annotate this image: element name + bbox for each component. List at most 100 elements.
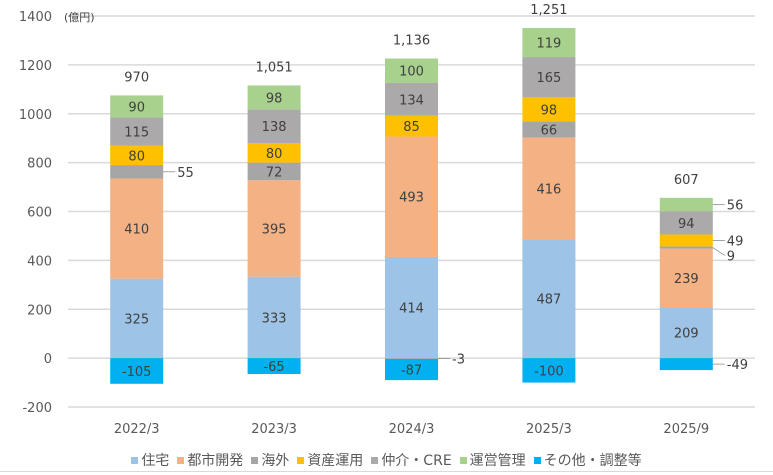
data-label: -49 [727, 358, 748, 373]
legend-swatch-icon [297, 456, 305, 464]
data-label: -105 [122, 365, 152, 380]
legend-item: 仲介・CRE [371, 450, 452, 470]
bar-segment [385, 358, 438, 381]
bar-segment [247, 143, 301, 163]
bar-segment [659, 248, 713, 308]
bar-segment [659, 234, 713, 247]
bar-segment [247, 85, 301, 110]
total-label: 1,136 [393, 34, 430, 49]
y-tick-label: 1000 [19, 108, 52, 123]
data-label: 85 [403, 120, 420, 135]
data-label: 138 [262, 120, 287, 135]
legend-label: 海外 [261, 453, 290, 469]
bar-segment [522, 121, 576, 138]
data-label: 493 [399, 191, 424, 206]
data-label: 325 [124, 312, 149, 327]
bar-segment [247, 276, 301, 359]
bar-segment [385, 58, 438, 83]
bar-segment [659, 246, 713, 249]
y-tick-label: 400 [27, 254, 52, 269]
data-label: 100 [399, 65, 424, 80]
label-leader-lines [163, 171, 726, 365]
data-label: 209 [674, 327, 699, 342]
bar-segment [659, 211, 713, 235]
bar-segment [247, 162, 301, 181]
total-label: 607 [674, 173, 699, 188]
data-label: 410 [124, 223, 149, 238]
total-label: 970 [124, 70, 149, 85]
y-tick-label: -200 [22, 401, 52, 416]
legend-label: 都市開発 [187, 453, 244, 469]
legend-swatch-icon [251, 456, 259, 464]
data-label: 90 [128, 100, 145, 115]
legend-swatch-icon [459, 456, 467, 464]
y-tick-label: 600 [27, 206, 52, 221]
legend-swatch-icon [177, 456, 185, 464]
legend-label: 住宅 [141, 453, 170, 469]
label-leader-line [712, 247, 726, 256]
chart-frame-bottom [0, 471, 773, 472]
bar-segment [110, 358, 164, 384]
stacked-bar-chart: 1400 1200 1000 800 600 400 200 0 -200 (億円) 90 115… [19, 3, 755, 437]
data-label: 56 [727, 199, 744, 214]
bar-segment [385, 136, 438, 257]
bar-segment [385, 256, 438, 359]
legend-item: 海外 [251, 450, 289, 470]
x-tick-label: 2022/3 [114, 422, 160, 437]
bar-segment [110, 145, 164, 166]
bar-segment [385, 82, 438, 116]
x-tick-label: 2025/9 [663, 422, 709, 437]
total-label: 1,251 [530, 3, 567, 18]
x-tick-label: 2024/3 [389, 422, 435, 437]
y-tick-label: 0 [44, 352, 52, 367]
legend-label: 資産運用 [307, 453, 364, 469]
x-tick-label: 2023/3 [251, 422, 297, 437]
bar-segment [659, 307, 713, 359]
data-label: -3 [452, 352, 465, 367]
data-label: 487 [536, 293, 561, 308]
x-axis-labels: 2022/3 2023/3 2024/3 2025/3 2025/9 [114, 422, 709, 437]
bar-segment [247, 180, 301, 277]
data-label: 72 [266, 165, 283, 180]
bar-segment [522, 358, 576, 383]
x-tick-label: 2025/3 [526, 422, 572, 437]
unit-label: (億円) [64, 11, 95, 24]
legend-label: 仲介・CRE [381, 453, 452, 469]
bar-segment [110, 278, 164, 359]
bar-segment [522, 239, 576, 359]
legend-swatch-icon [131, 456, 139, 464]
data-label: 49 [727, 234, 744, 249]
legend-item: その他・調整等 [533, 450, 642, 470]
data-label: 239 [674, 272, 699, 287]
y-tick-label: 1400 [19, 10, 52, 25]
bar-segment [385, 358, 438, 359]
data-label: 80 [128, 149, 145, 164]
legend-label: 運営管理 [469, 453, 526, 469]
bar-segment [110, 95, 164, 118]
data-label: 115 [124, 125, 149, 140]
legend-label: その他・調整等 [543, 453, 642, 469]
data-label: 395 [262, 222, 287, 237]
data-label: 165 [536, 71, 561, 86]
data-label: 98 [541, 103, 558, 118]
data-label: 66 [541, 123, 558, 138]
data-label: 55 [177, 166, 194, 181]
y-tick-label: 1200 [19, 59, 52, 74]
data-label: 119 [536, 37, 561, 52]
data-labels: 90 115 80 410 325 -105 55 970 98 138 80 72 395 333 -65… [122, 3, 748, 380]
legend-swatch-icon [371, 456, 379, 464]
data-label: -100 [534, 364, 564, 379]
bar-segment [247, 109, 301, 144]
data-label: -65 [263, 360, 284, 375]
bar-segment [522, 57, 576, 98]
data-label: 134 [399, 93, 424, 108]
bar-segment [110, 165, 164, 179]
legend-swatch-icon [533, 456, 541, 464]
data-label: -87 [401, 363, 422, 378]
data-label: 80 [266, 147, 283, 162]
y-tick-label: 800 [27, 157, 52, 172]
legend-item: 運営管理 [459, 450, 526, 470]
data-label: 333 [262, 311, 287, 326]
legend-item: 資産運用 [297, 450, 363, 470]
bar-segment [659, 197, 713, 212]
